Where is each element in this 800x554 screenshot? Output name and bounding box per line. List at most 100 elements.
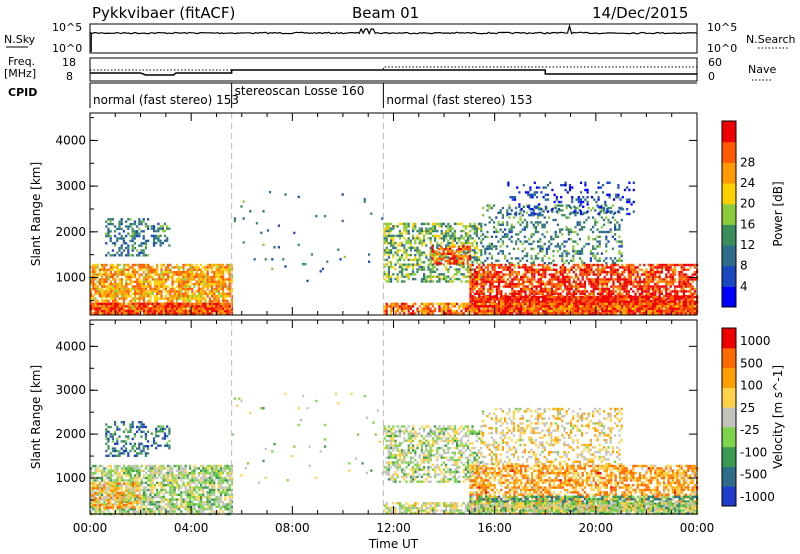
heatmap-cell [678,283,681,286]
heatmap-cell [523,218,526,222]
heatmap-cell [592,238,595,241]
heatmap-cell [559,283,562,286]
heatmap-cell [476,285,479,288]
heatmap-cell [449,241,452,245]
heatmap-cell [511,273,514,276]
heatmap-cell [589,252,592,255]
heatmap-cell [641,295,644,299]
heatmap-cell [444,247,447,251]
heatmap-cell [157,229,160,233]
heatmap-cell [387,234,390,238]
heatmap-cell [596,204,599,207]
heatmap-cell [114,297,117,300]
heatmap-cell [118,297,121,300]
heatmap-cell [570,275,573,279]
heatmap-cell [383,253,386,257]
heatmap-cell [515,307,518,311]
heatmap-cell [96,266,99,269]
heatmap-cell [537,271,540,274]
heatmap-cell [612,280,615,283]
heatmap-cell [409,273,412,276]
heatmap-cell [526,300,529,303]
heatmap-cell [471,261,474,264]
heatmap-cell [658,285,661,288]
heatmap-cell [476,290,479,293]
heatmap-cell [142,275,145,279]
heatmap-cell [506,298,509,301]
heatmap-cell [464,247,467,251]
heatmap-cell [171,305,174,308]
heatmap-cell [136,292,139,295]
heatmap-cell [145,305,148,308]
heatmap-cell [226,266,229,269]
heatmap-cell [151,307,154,310]
heatmap-cell [460,257,463,260]
heatmap-cell [498,310,501,313]
heatmap-cell [627,295,630,299]
heatmap-cell [671,280,674,283]
heatmap-cell [680,300,683,303]
heatmap-cell [123,263,126,267]
heatmap-cell [222,297,225,300]
heatmap-cell [114,283,117,286]
heatmap-cell [445,268,448,271]
heatmap-cell [621,295,624,299]
heatmap-cell [186,273,189,276]
heatmap-cell [228,266,231,269]
heatmap-cell [167,285,170,288]
heatmap-cell [167,299,170,303]
heatmap-cell [484,283,487,286]
heatmap-cell [537,298,540,301]
heatmap-cell [433,259,436,263]
heatmap-cell [120,285,123,288]
heatmap-cell [133,220,136,223]
heatmap-cell [167,307,170,310]
heatmap-cell [561,233,564,236]
heatmap-cell [90,275,93,279]
heatmap-cell [171,312,174,315]
heatmap-cell [469,280,472,283]
heatmap-cell [123,302,126,306]
heatmap-cell [162,309,165,313]
heatmap-cell [586,307,589,311]
heatmap-cell [482,287,485,291]
heatmap-cell [385,280,388,283]
heatmap-cell [385,275,388,278]
heatmap-cell [487,298,490,301]
heatmap-cell [509,300,512,303]
heatmap-cell [630,283,633,286]
heatmap-cell [162,275,165,279]
heatmap-cell [526,298,529,301]
heatmap-cell [596,240,599,243]
heatmap-cell [158,278,161,281]
heatmap-cell [195,273,198,276]
heatmap-cell [453,273,456,276]
heatmap-cell [586,278,589,281]
heatmap-cell [526,275,529,279]
heatmap-cell [158,302,161,306]
heatmap-cell [442,252,445,256]
heatmap-cell [158,309,161,313]
heatmap-cell [131,239,134,243]
heatmap-cell [685,298,688,301]
heatmap-cell [96,299,99,303]
heatmap-cell [579,295,582,299]
heatmap-cell [548,257,551,260]
heatmap-cell [147,218,150,221]
heatmap-cell [200,292,203,295]
heatmap-cell [440,241,443,245]
heatmap-cell [548,280,551,283]
heatmap-cell [542,263,545,267]
heatmap-cell [423,241,426,245]
heatmap-cell [131,302,134,306]
heatmap-cell [564,278,567,281]
heatmap-cell [116,285,119,288]
heatmap-cell [385,263,388,266]
heatmap-cell [431,258,434,262]
heatmap-cell [542,280,545,283]
heatmap-cell [473,225,476,228]
heatmap-cell [535,300,538,303]
heatmap-cell [438,273,441,276]
heatmap-cell [542,310,545,313]
heatmap-cell [517,257,520,260]
